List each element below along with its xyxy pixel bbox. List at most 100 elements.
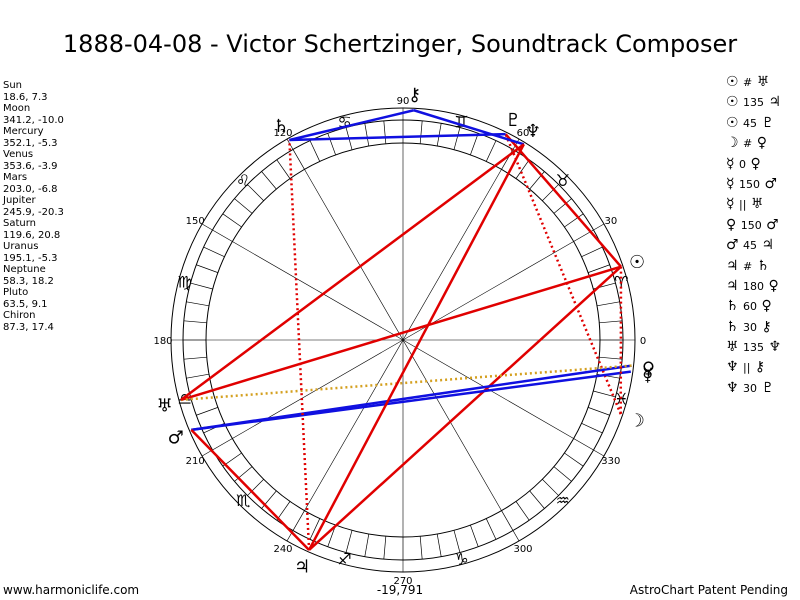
aspect-type: ||: [743, 361, 751, 375]
zodiac-glyph: ♏: [236, 491, 250, 510]
degree-tick: [515, 501, 530, 521]
aspect-type: 135: [743, 341, 765, 355]
aspect-planet-2: ♀: [750, 155, 761, 172]
page-title: 1888-04-08 - Victor Schertzinger, Soundt…: [62, 30, 738, 58]
aspect-type: 0: [739, 157, 747, 171]
degree-tick: [276, 159, 291, 179]
degree-tick: [581, 422, 603, 434]
degree-tick: [247, 184, 264, 201]
degree-tick: [196, 407, 219, 416]
aspect-planet-1: ♆: [726, 379, 739, 396]
planet-glyph: ♂: [168, 428, 184, 449]
aspect-type: 45: [743, 239, 758, 253]
degree-label: 90: [397, 96, 410, 107]
planet-glyph: ⚷: [408, 84, 421, 105]
degree-tick: [587, 264, 610, 273]
aspect-planet-2: ♃: [761, 237, 775, 254]
planet-positions-list: Sun 18.6, 7.3 Moon 341.2, -10.0 Mercury …: [3, 80, 64, 333]
inner-spoke: [232, 241, 574, 439]
degree-tick: [553, 466, 572, 482]
footer-site: www.harmoniclife.com: [3, 583, 140, 597]
degree-tick: [292, 149, 305, 170]
degree-tick: [542, 184, 559, 201]
degree-label: 150: [186, 216, 205, 227]
aspect-planet-2: ⚷: [754, 359, 766, 376]
position-value: 58.3, 18.2: [3, 275, 54, 287]
zodiac-glyph: ♒: [556, 491, 570, 510]
degree-tick: [196, 264, 219, 273]
degree-tick: [276, 501, 291, 521]
degree-tick: [485, 518, 497, 540]
position-value: 119.6, 20.8: [3, 229, 61, 241]
degree-tick: [234, 466, 253, 482]
aspect-line: [190, 428, 310, 551]
position-value: 203.0, -6.8: [3, 183, 58, 195]
aspect-planet-1: ♃: [726, 257, 739, 274]
aspect-type: #: [743, 259, 753, 273]
aspect-planet-2: ♃: [768, 94, 782, 111]
planet-glyph: ♆: [525, 121, 541, 142]
outer-ring: [170, 107, 636, 573]
position-name: Chiron: [3, 310, 36, 321]
degree-tick: [364, 123, 370, 147]
aspect-planet-1: ☉: [726, 114, 739, 131]
planet-glyph: ♄: [273, 116, 289, 137]
degree-tick: [470, 524, 479, 547]
degree-label: 120: [273, 128, 292, 139]
degree-tick: [186, 301, 210, 307]
position-name: Mars: [3, 172, 28, 183]
degree-tick: [261, 171, 277, 190]
aspect-type: #: [743, 137, 753, 151]
footer-notice: AstroChart Patent Pending: [629, 583, 788, 597]
planet-glyph: ♀: [642, 359, 655, 380]
aspect-planet-2: ♂: [766, 216, 779, 233]
aspect-type: 30: [743, 320, 758, 334]
degree-label: 210: [186, 456, 205, 467]
aspect-row: ♃ 180 ♀: [726, 276, 781, 296]
degree-tick: [364, 533, 370, 557]
degree-tick: [599, 356, 623, 360]
aspect-planet-1: ♂: [726, 237, 739, 254]
aspect-planet-1: ☿: [726, 196, 735, 213]
degree-label: 0: [640, 336, 646, 347]
degree-label: 30: [604, 216, 617, 227]
aspect-planet-2: ♇: [761, 114, 775, 131]
aspect-line: [504, 133, 622, 268]
degree-tick: [183, 356, 207, 360]
position-value: 63.5, 9.1: [3, 298, 48, 310]
zodiac-glyph: ♍: [178, 273, 192, 292]
degree-tick: [573, 438, 594, 451]
aspect-planet-1: ♄: [726, 318, 739, 335]
aspect-type: 180: [743, 279, 765, 293]
degree-label: 330: [601, 456, 620, 467]
degree-tick: [383, 120, 387, 144]
zodiac-glyph: ♌: [236, 171, 250, 190]
position-value: 87.3, 17.4: [3, 321, 54, 333]
position-value: 195.1, -5.3: [3, 252, 58, 264]
aspect-type: 60: [743, 300, 758, 314]
planet-glyph: ☉: [629, 252, 645, 273]
degree-tick: [470, 133, 479, 156]
aspect-row: ♆ 30 ♇: [726, 378, 781, 398]
aspect-planet-1: ♄: [726, 298, 739, 315]
degree-tick: [564, 213, 584, 228]
planet-glyph: ☽: [629, 411, 645, 432]
degree-tick: [587, 407, 610, 416]
aspect-planet-1: ♀: [726, 216, 737, 233]
degree-tick: [553, 198, 572, 214]
aspect-row: ☽ # ♀: [726, 133, 781, 153]
degree-tick: [419, 536, 423, 560]
aspect-planet-2: ♄: [756, 257, 770, 274]
degree-label: 270: [393, 576, 412, 587]
aspect-line: [180, 265, 622, 402]
degree-tick: [327, 133, 336, 156]
aspect-planet-2: ♂: [764, 175, 778, 192]
degree-tick: [529, 490, 545, 509]
degree-tick: [596, 301, 620, 307]
aspect-list: ☉ # ♅ ☉ 135 ♃ ☉ 45 ♇ ☽ # ♀ ☿ 0 ♀ ☿ 150 ♂…: [726, 72, 781, 398]
aspect-planet-1: ♃: [726, 277, 739, 294]
position-name: Pluto: [3, 287, 29, 298]
degree-tick: [247, 479, 264, 496]
degree-tick: [453, 127, 461, 150]
degree-tick: [309, 518, 321, 540]
